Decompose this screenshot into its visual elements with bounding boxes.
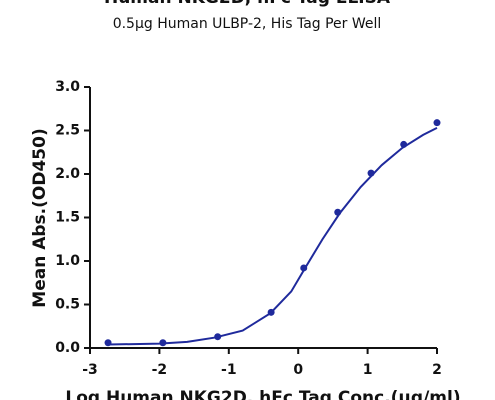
y-tick-label: 0.5 [55,297,80,313]
chart-subtitle: 0.5µg Human ULBP-2, His Tag Per Well [113,16,382,32]
y-tick-label: 3.0 [55,79,80,95]
fit-curve [108,126,438,346]
x-tick-label: -3 [82,362,98,378]
x-tick-label: 1 [363,362,373,378]
y-tick-label: 1.5 [55,210,80,226]
y-tick-label: 1.0 [55,253,80,269]
y-axis-label: Mean Abs.(OD450) [30,128,50,307]
data-point [433,119,441,127]
x-tick-label: -2 [152,362,168,378]
x-axis-label: Log Human NKG2D, hFc Tag Conc.(µg/ml) [65,388,460,400]
y-tick-label: 0.0 [55,340,80,356]
y-tick-label: 2.5 [55,123,80,139]
chart-title: Human NKG2D, hFc Tag ELISA [104,0,391,8]
x-tick-label: -1 [221,362,237,378]
x-tick-label: 0 [293,362,303,378]
x-tick-label: 2 [432,362,442,378]
y-tick-label: 2.0 [55,166,80,182]
